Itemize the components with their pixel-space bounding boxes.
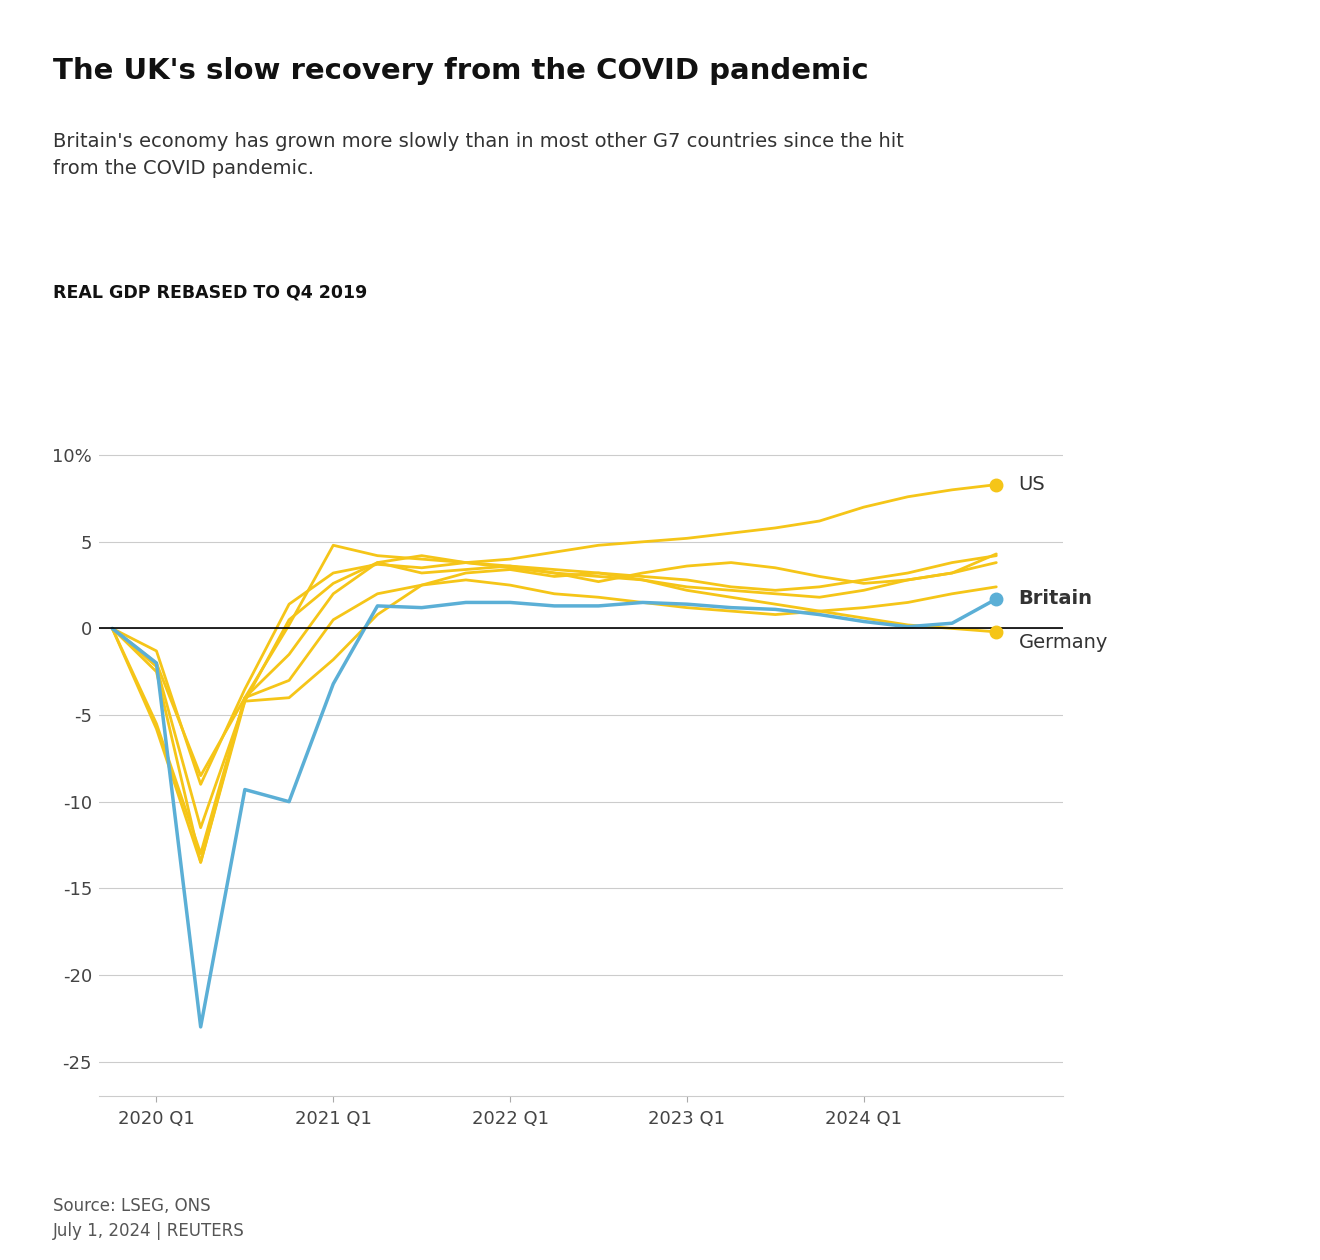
Text: The UK's slow recovery from the COVID pandemic: The UK's slow recovery from the COVID pa… (53, 57, 869, 84)
Text: Britain's economy has grown more slowly than in most other G7 countries since th: Britain's economy has grown more slowly … (53, 132, 904, 178)
Text: Germany: Germany (1019, 633, 1107, 651)
Text: US: US (1019, 475, 1045, 494)
Text: REAL GDP REBASED TO Q4 2019: REAL GDP REBASED TO Q4 2019 (53, 284, 367, 301)
Text: Source: LSEG, ONS
July 1, 2024 | REUTERS: Source: LSEG, ONS July 1, 2024 | REUTERS (53, 1197, 244, 1240)
Text: Britain: Britain (1019, 590, 1093, 609)
